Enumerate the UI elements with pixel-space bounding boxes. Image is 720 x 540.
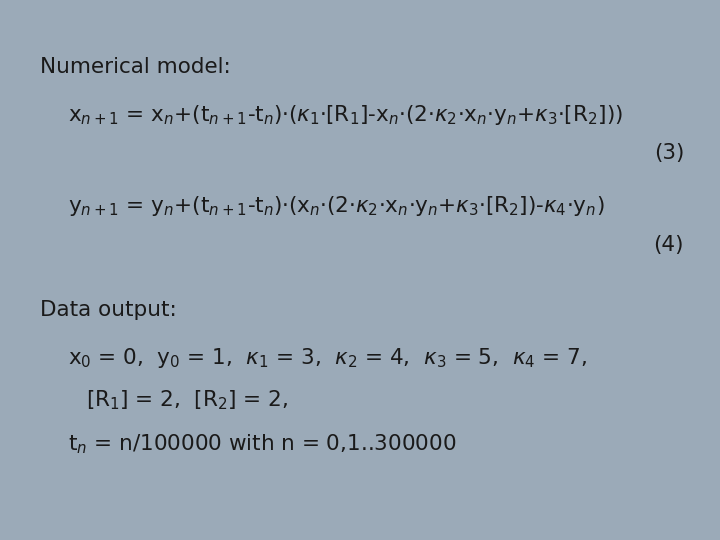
Text: $\mathregular{x}_{n+1}$ = $\mathregular{x}_n$+($\mathregular{t}_{n+1}$-$\mathreg: $\mathregular{x}_{n+1}$ = $\mathregular{… [68,103,624,126]
Text: (3): (3) [654,143,684,163]
Text: [$\mathregular{R}_1$] = 2,  [$\mathregular{R}_2$] = 2,: [$\mathregular{R}_1$] = 2, [$\mathregula… [86,389,289,413]
Text: $\mathregular{x}_0$ = 0,  $\mathregular{y}_0$ = 1,  $\kappa_1$ = 3,  $\kappa_2$ : $\mathregular{x}_0$ = 0, $\mathregular{y… [68,346,588,369]
Text: Numerical model:: Numerical model: [40,57,230,77]
Text: (4): (4) [654,235,684,255]
Text: $\mathregular{t}_n$ = n/100000 with n = 0,1..300000: $\mathregular{t}_n$ = n/100000 with n = … [68,432,457,456]
Text: Data output:: Data output: [40,300,176,320]
Text: $\mathregular{y}_{n+1}$ = $\mathregular{y}_n$+($\mathregular{t}_{n+1}$-$\mathreg: $\mathregular{y}_{n+1}$ = $\mathregular{… [68,194,605,218]
